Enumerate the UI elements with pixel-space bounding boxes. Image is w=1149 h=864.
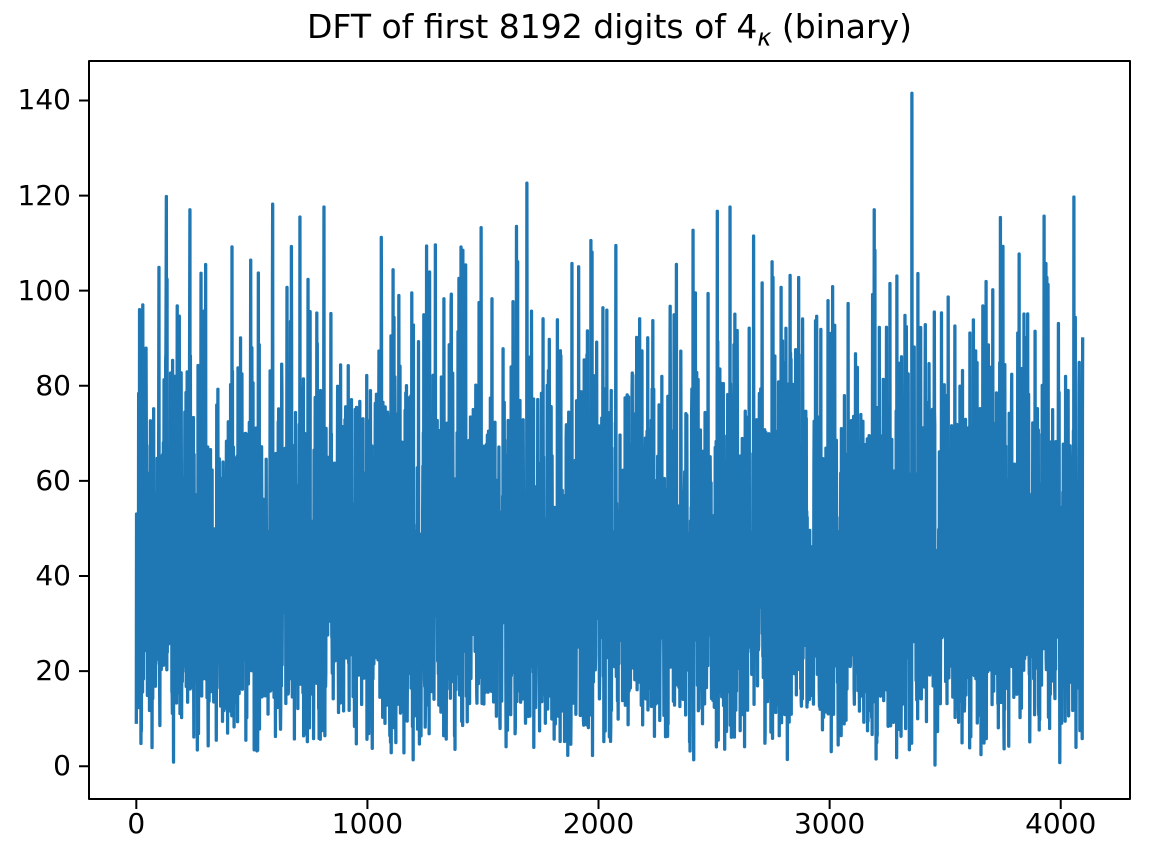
chart-title-prefix: DFT of first 8192 digits of 4 <box>307 7 758 46</box>
y-tick-label: 140 <box>17 83 71 117</box>
y-tick-label: 60 <box>35 463 71 497</box>
x-tick-label: 2000 <box>562 807 635 840</box>
y-tick-label: 100 <box>17 273 71 307</box>
y-tick-label: 40 <box>35 558 71 592</box>
y-tick-label: 80 <box>35 368 71 402</box>
y-tick-label: 0 <box>53 749 71 783</box>
chart-title: DFT of first 8192 digits of 4κ (binary) <box>89 7 1130 50</box>
chart-title-suffix: (binary) <box>771 7 912 46</box>
chart-title-subscript-kappa: κ <box>757 23 772 52</box>
x-tick-label: 3000 <box>793 807 866 840</box>
x-tick-label: 1000 <box>331 807 404 840</box>
x-tick-label: 4000 <box>1025 807 1097 840</box>
y-tick-label: 120 <box>17 178 71 212</box>
x-tick-label: 0 <box>127 807 146 840</box>
y-tick-label: 20 <box>35 654 71 688</box>
